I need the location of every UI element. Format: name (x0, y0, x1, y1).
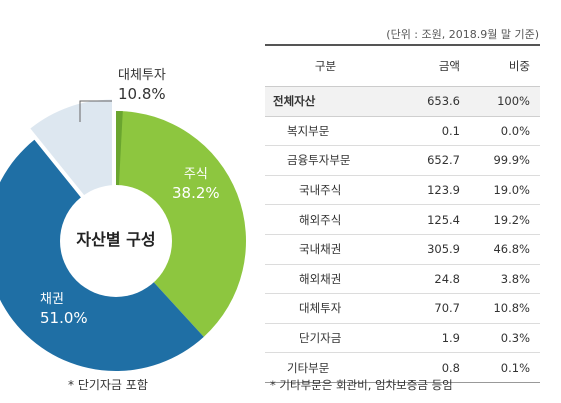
asset-donut-chart: 자산별 구성 주식 38.2% 채권 51.0% 대체투자 10.8% * 단기… (0, 0, 260, 403)
row-name: 국내채권 (265, 234, 386, 265)
callout-line (79, 100, 112, 122)
table-row: 대체투자 70.7 10.8% (265, 293, 540, 324)
unit-note: (단위 : 조원, 2018.9월 말 기준) (386, 28, 539, 41)
table-row: 해외주식 125.4 19.2% (265, 204, 540, 235)
row-name: 해외채권 (265, 264, 386, 295)
row-name: 금융투자부문 (265, 145, 386, 176)
row-amount: 652.7 (386, 145, 470, 176)
row-amount: 123.9 (386, 175, 470, 206)
table-row: 국내채권 305.9 46.8% (265, 234, 540, 265)
row-name: 국내주식 (265, 175, 386, 206)
slice-label-bond: 채권 51.0% (40, 290, 88, 328)
slice-name-alternative: 대체투자 (118, 68, 166, 83)
row-share: 99.9% (470, 145, 540, 176)
row-name: 단기자금 (265, 323, 386, 354)
slice-label-stock: 주식 38.2% (172, 165, 220, 203)
row-share: 19.0% (470, 175, 540, 206)
row-share: 0.3% (470, 323, 540, 354)
row-amount: 0.8 (386, 352, 470, 383)
row-share: 3.8% (470, 264, 540, 295)
table-row: 금융투자부문 652.7 99.9% (265, 145, 540, 176)
row-name: 복지부문 (265, 116, 386, 147)
row-name: 해외주식 (265, 204, 386, 235)
donut-svg (0, 99, 246, 371)
row-name: 기타부문 (265, 352, 386, 383)
row-amount: 305.9 (386, 234, 470, 265)
row-share: 0.0% (470, 116, 540, 147)
slice-name-stock: 주식 (183, 167, 208, 182)
row-amount: 0.1 (386, 116, 470, 147)
row-share: 100% (470, 86, 540, 117)
table-row: 해외채권 24.8 3.8% (265, 264, 540, 295)
row-name: 대체투자 (265, 293, 386, 324)
table-footnote: * 기타부문은 회관비, 임차보증금 등임 (270, 378, 453, 392)
row-share: 46.8% (470, 234, 540, 265)
header-category: 구분 (265, 44, 386, 87)
row-amount: 24.8 (386, 264, 470, 295)
slice-pct-alternative: 10.8% (118, 85, 166, 103)
row-share: 0.1% (470, 352, 540, 383)
row-amount: 70.7 (386, 293, 470, 324)
slice-pct-stock: 38.2% (172, 184, 220, 202)
table-row: 기타부문 0.8 0.1% (265, 352, 540, 383)
table-row: 단기자금 1.9 0.3% (265, 323, 540, 354)
row-share: 19.2% (470, 204, 540, 235)
slice-label-alternative: 대체투자 10.8% (118, 66, 166, 104)
row-amount: 125.4 (386, 204, 470, 235)
table-header-row: 구분 금액 비중 (265, 44, 540, 87)
table-row: 국내주식 123.9 19.0% (265, 175, 540, 206)
slice-name-bond: 채권 (40, 292, 64, 307)
header-share: 비중 (470, 44, 540, 87)
asset-table: 구분 금액 비중 전체자산 653.6 100% 복지부문 0.1 0.0% 금… (265, 44, 540, 383)
donut-center-label: 자산별 구성 (76, 230, 156, 249)
row-name: 전체자산 (265, 86, 386, 117)
header-amount: 금액 (386, 44, 470, 87)
table-row: 복지부문 0.1 0.0% (265, 116, 540, 147)
row-share: 10.8% (470, 293, 540, 324)
row-amount: 653.6 (386, 86, 470, 117)
row-amount: 1.9 (386, 323, 470, 354)
chart-footnote: * 단기자금 포함 (68, 378, 148, 392)
donut-hole (60, 185, 172, 297)
table-row: 전체자산 653.6 100% (265, 86, 540, 117)
slice-pct-bond: 51.0% (40, 309, 88, 327)
donut-slice-stock (116, 111, 246, 337)
